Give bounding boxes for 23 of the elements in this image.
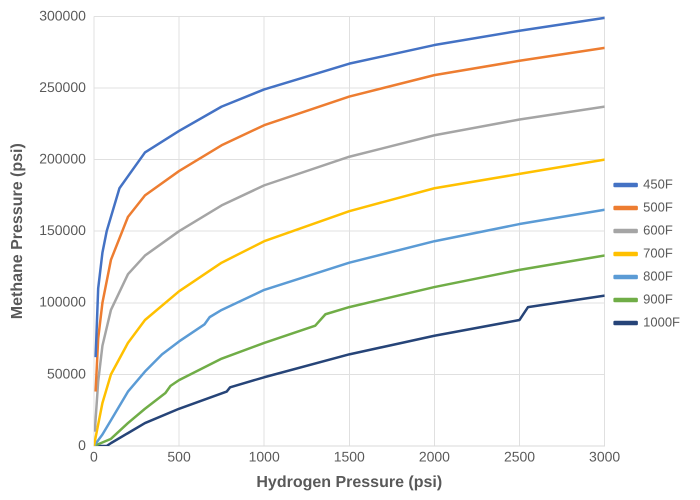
y-tick-label: 200000 [39, 150, 86, 166]
y-tick-label: 100000 [39, 294, 86, 310]
legend-label: 600F [643, 222, 673, 238]
y-axis-title: Methane Pressure (psi) [9, 143, 26, 320]
x-tick-label: 2500 [504, 448, 536, 464]
x-tick-label: 1500 [334, 448, 366, 464]
x-tick-label: 1000 [248, 448, 280, 464]
y-tick-label: 150000 [39, 222, 86, 238]
legend-label: 450F [643, 176, 673, 192]
legend-label: 1000F [643, 314, 680, 330]
legend-label: 500F [643, 200, 673, 215]
x-tick-label: 500 [167, 448, 191, 464]
x-tick-label: 0 [90, 448, 98, 464]
y-tick-label: 0 [78, 436, 86, 453]
legend-label: 700F [643, 246, 673, 261]
legend-label: 800F [643, 268, 673, 284]
y-tick-label: 250000 [39, 78, 86, 95]
y-tick-label: 300000 [39, 7, 86, 24]
x-tick-label: 3000 [589, 448, 620, 464]
y-tick-label: 50000 [46, 365, 86, 382]
x-tick-label: 2000 [418, 448, 450, 464]
legend-label: 900F [643, 292, 673, 307]
x-axis-title: Hydrogen Pressure (psi) [256, 474, 442, 491]
